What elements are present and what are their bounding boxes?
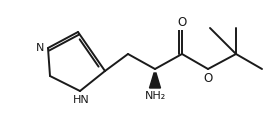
Polygon shape	[150, 73, 160, 88]
Text: NH₂: NH₂	[144, 91, 166, 101]
Text: O: O	[203, 72, 213, 86]
Text: N: N	[36, 43, 44, 53]
Text: O: O	[177, 15, 187, 28]
Text: HN: HN	[73, 95, 89, 105]
